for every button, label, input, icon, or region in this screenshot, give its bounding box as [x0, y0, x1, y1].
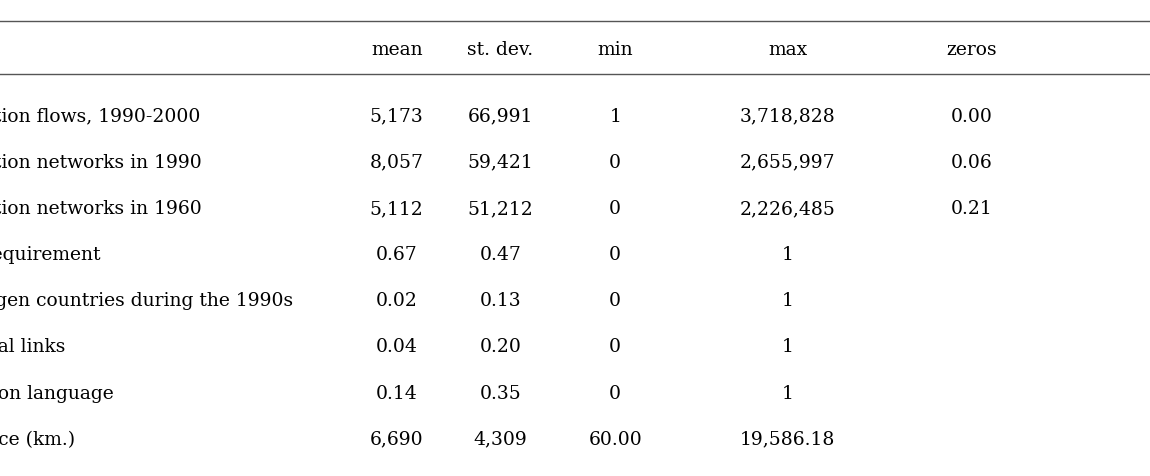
Text: 19,586.18: 19,586.18 — [741, 431, 835, 449]
Text: Migration flows, 1990-2000: Migration flows, 1990-2000 — [0, 108, 200, 126]
Text: min: min — [598, 41, 632, 59]
Text: 8,057: 8,057 — [370, 154, 423, 172]
Text: 2,226,485: 2,226,485 — [739, 200, 836, 218]
Text: 6,690: 6,690 — [370, 431, 423, 449]
Text: 1: 1 — [610, 108, 621, 126]
Text: 1: 1 — [782, 292, 793, 310]
Text: 0.13: 0.13 — [480, 292, 521, 310]
Text: 0.04: 0.04 — [376, 338, 417, 357]
Text: Distance (km.): Distance (km.) — [0, 431, 75, 449]
Text: 1: 1 — [782, 385, 793, 403]
Text: 5,112: 5,112 — [370, 200, 423, 218]
Text: zeros: zeros — [946, 41, 997, 59]
Text: 60.00: 60.00 — [589, 431, 642, 449]
Text: 0: 0 — [610, 338, 621, 357]
Text: Common language: Common language — [0, 385, 114, 403]
Text: Colonial links: Colonial links — [0, 338, 66, 357]
Text: 3,718,828: 3,718,828 — [739, 108, 836, 126]
Text: 51,212: 51,212 — [467, 200, 534, 218]
Text: 0.35: 0.35 — [480, 385, 521, 403]
Text: 0.20: 0.20 — [480, 338, 521, 357]
Text: Visa requirement: Visa requirement — [0, 246, 100, 264]
Text: 0: 0 — [610, 292, 621, 310]
Text: 0.00: 0.00 — [951, 108, 992, 126]
Text: max: max — [768, 41, 807, 59]
Text: 0.02: 0.02 — [376, 292, 417, 310]
Text: 0: 0 — [610, 246, 621, 264]
Text: 1: 1 — [782, 246, 793, 264]
Text: 4,309: 4,309 — [474, 431, 527, 449]
Text: 2,655,997: 2,655,997 — [739, 154, 836, 172]
Text: 0: 0 — [610, 154, 621, 172]
Text: st. dev.: st. dev. — [467, 41, 534, 59]
Text: 66,991: 66,991 — [468, 108, 532, 126]
Text: Migration networks in 1960: Migration networks in 1960 — [0, 200, 201, 218]
Text: 0.21: 0.21 — [951, 200, 992, 218]
Text: 5,173: 5,173 — [370, 108, 423, 126]
Text: 0: 0 — [610, 385, 621, 403]
Text: mean: mean — [371, 41, 422, 59]
Text: 1: 1 — [782, 338, 793, 357]
Text: Migration networks in 1990: Migration networks in 1990 — [0, 154, 201, 172]
Text: 0.06: 0.06 — [951, 154, 992, 172]
Text: 0.67: 0.67 — [376, 246, 417, 264]
Text: 59,421: 59,421 — [467, 154, 534, 172]
Text: Schengen countries during the 1990s: Schengen countries during the 1990s — [0, 292, 293, 310]
Text: 0.14: 0.14 — [376, 385, 417, 403]
Text: 0: 0 — [610, 200, 621, 218]
Text: 0.47: 0.47 — [480, 246, 521, 264]
